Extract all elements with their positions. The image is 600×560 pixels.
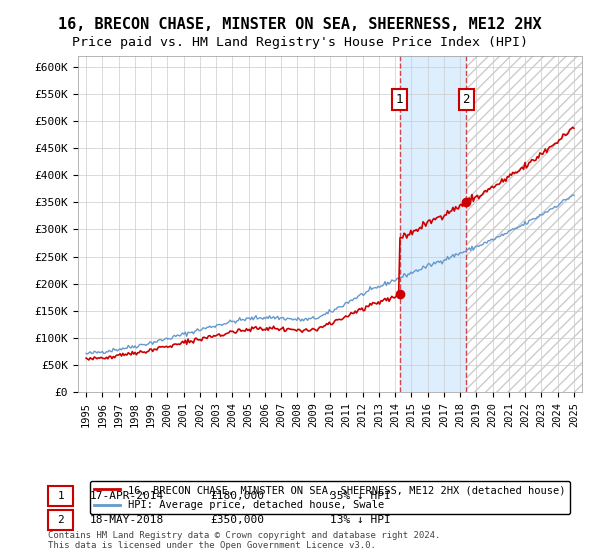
Text: £180,000: £180,000 [210,491,264,501]
Text: 2: 2 [57,515,64,525]
Legend: 16, BRECON CHASE, MINSTER ON SEA, SHEERNESS, ME12 2HX (detached house), HPI: Ave: 16, BRECON CHASE, MINSTER ON SEA, SHEERN… [90,481,570,515]
Bar [466,56,582,392]
Bar [400,56,466,392]
Text: Contains HM Land Registry data © Crown copyright and database right 2024.
This d: Contains HM Land Registry data © Crown c… [48,530,440,550]
Text: 18-MAY-2018: 18-MAY-2018 [90,515,164,525]
Text: 2: 2 [463,93,470,106]
Text: 1: 1 [396,93,403,106]
Text: 16, BRECON CHASE, MINSTER ON SEA, SHEERNESS, ME12 2HX: 16, BRECON CHASE, MINSTER ON SEA, SHEERN… [58,17,542,32]
Text: Price paid vs. HM Land Registry's House Price Index (HPI): Price paid vs. HM Land Registry's House … [72,36,528,49]
Text: £350,000: £350,000 [210,515,264,525]
Text: 17-APR-2014: 17-APR-2014 [90,491,164,501]
Text: 1: 1 [57,491,64,501]
Text: 35% ↓ HPI: 35% ↓ HPI [330,491,391,501]
Text: 13% ↓ HPI: 13% ↓ HPI [330,515,391,525]
